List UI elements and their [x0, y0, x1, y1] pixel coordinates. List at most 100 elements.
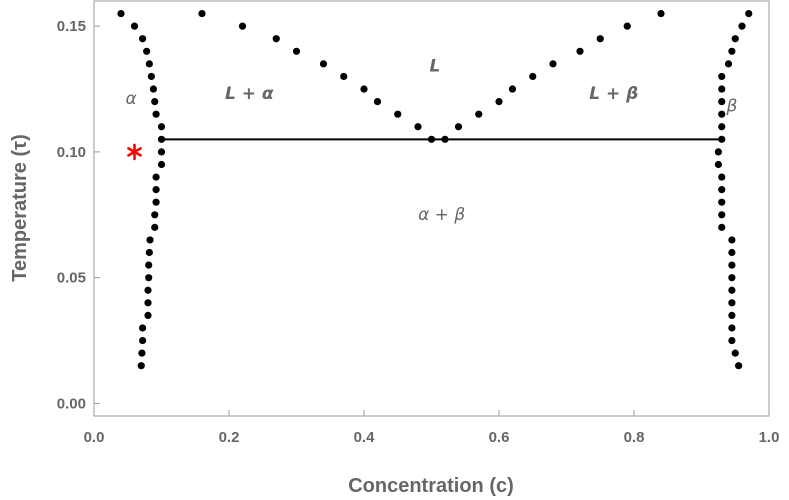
liquidus-point: [360, 85, 368, 93]
alpha-solvus-point: [137, 362, 145, 370]
beta-solvus-point: [718, 211, 726, 219]
alpha-solvus-point: [157, 123, 166, 131]
alpha-solvus-point: [157, 160, 166, 169]
liquidus-point: [576, 47, 584, 55]
liquidus-point: [508, 85, 517, 93]
alpha-solvus-point: [147, 72, 155, 81]
region-label: β: [725, 97, 737, 117]
liquidus-point: [529, 72, 537, 81]
liquidus-point: [495, 98, 503, 106]
beta-solvus-point: [718, 123, 726, 131]
alpha-solvus-point: [151, 211, 159, 219]
region-label: α: [126, 89, 137, 109]
x-tick-label: 0.6: [489, 429, 510, 446]
markers-layer: [127, 143, 142, 161]
x-tick-label: 0.8: [624, 429, 645, 446]
liquidus-point: [292, 47, 301, 55]
alpha-solvus-point: [144, 286, 152, 294]
beta-solvus-point: [714, 148, 722, 156]
alpha-solvus-point: [145, 60, 153, 68]
alpha-solvus-point: [151, 223, 159, 231]
beta-solvus-point: [728, 286, 736, 294]
alpha-solvus-point: [130, 22, 139, 30]
beta-solvus-point: [731, 35, 739, 43]
plot-frame: [93, 0, 770, 417]
beta-solvus-point: [738, 22, 746, 30]
liquidus-point: [238, 22, 247, 30]
beta-solvus-point: [745, 9, 753, 18]
liquidus-point: [427, 135, 436, 143]
alpha-solvus-point: [151, 98, 159, 106]
liquidus-point: [319, 60, 328, 68]
alpha-solvus-point: [139, 336, 147, 345]
beta-solvus-point: [728, 236, 736, 244]
beta-solvus-point: [731, 349, 739, 357]
region-label: L + α: [225, 84, 274, 104]
liquidus-point: [549, 60, 557, 68]
liquidus-point: [596, 35, 604, 43]
alpha-solvus-point: [152, 173, 160, 181]
liquidus-point: [373, 98, 382, 106]
region-label: L + β: [589, 84, 638, 104]
liquidus-point: [414, 123, 422, 131]
liquidus-point: [441, 135, 449, 143]
beta-solvus-point: [728, 311, 736, 319]
x-tick-label: 1.0: [759, 429, 780, 446]
liquidus-point: [272, 35, 280, 43]
alpha-solvus-point: [145, 274, 153, 282]
liquidus-point: [657, 9, 665, 18]
x-axis-ticks: 0.0 0.2 0.4 0.6 0.8 1.0: [84, 410, 780, 446]
alpha-solvus-point: [146, 236, 154, 244]
beta-solvus-point: [735, 362, 743, 370]
y-tick-label: 0.15: [57, 18, 86, 35]
y-axis-ticks: 0.00 0.05 0.10 0.15: [57, 18, 100, 412]
region-labels-layer: α L + α L L + β β α + β: [126, 56, 738, 224]
alpha-solvus-point: [144, 299, 152, 307]
alpha-solvus-point: [139, 35, 147, 43]
beta-solvus-point: [714, 160, 722, 169]
liquidus-point: [454, 123, 463, 131]
x-axis-label: Concentration (c): [348, 475, 514, 497]
liquidus-point: [394, 110, 402, 118]
alpha-solvus-point: [144, 311, 152, 319]
beta-solvus-point: [718, 135, 726, 143]
x-tick-label: 0.0: [84, 429, 105, 446]
sample-point-asterisk-marker: [127, 143, 142, 161]
alpha-solvus-point: [152, 198, 160, 206]
region-label: L: [429, 56, 440, 76]
beta-solvus-point: [728, 47, 736, 55]
alpha-solvus-point: [145, 261, 153, 269]
beta-solvus-point: [718, 198, 726, 206]
beta-solvus-point: [728, 299, 736, 307]
x-tick-label: 0.2: [219, 429, 240, 446]
liquidus-point: [198, 9, 206, 18]
alpha-solvus-point: [145, 248, 153, 257]
beta-solvus-point: [718, 85, 726, 93]
beta-solvus-point: [718, 173, 726, 181]
beta-solvus-point: [718, 223, 726, 231]
beta-solvus-point: [718, 110, 726, 118]
y-tick-label: 0.05: [57, 270, 86, 287]
alpha-solvus-point: [139, 324, 147, 332]
alpha-solvus-point: [149, 85, 157, 93]
data-points-layer: [117, 9, 753, 370]
x-tick-label: 0.4: [354, 429, 376, 446]
beta-solvus-point: [718, 186, 726, 194]
beta-solvus-point: [718, 98, 726, 106]
liquidus-point: [475, 110, 483, 118]
beta-solvus-point: [718, 72, 726, 81]
y-tick-label: 0.10: [57, 144, 86, 161]
y-axis-label: Temperature (τ): [9, 134, 31, 281]
liquidus-point: [623, 22, 631, 30]
beta-solvus-point: [724, 60, 733, 68]
beta-solvus-point: [728, 274, 736, 282]
beta-solvus-point: [728, 336, 736, 345]
liquidus-point: [340, 72, 348, 81]
alpha-solvus-point: [152, 186, 160, 194]
beta-solvus-point: [728, 261, 736, 269]
region-label: α + β: [418, 205, 465, 225]
alpha-solvus-point: [117, 9, 125, 18]
alpha-solvus-point: [157, 135, 166, 143]
alpha-solvus-point: [143, 47, 151, 55]
